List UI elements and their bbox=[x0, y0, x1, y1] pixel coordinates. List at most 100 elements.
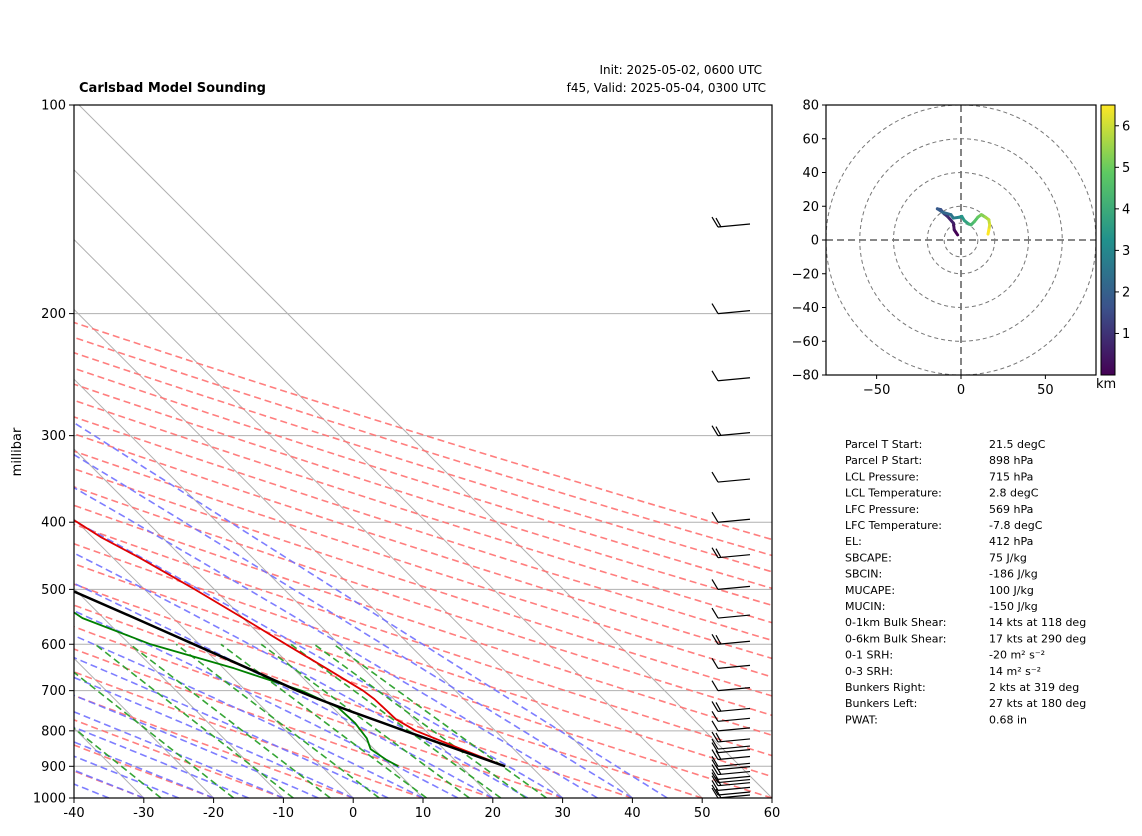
param-value: 17 kts at 290 deg bbox=[989, 632, 1086, 645]
dry-adiabat bbox=[74, 648, 494, 798]
wind-barb bbox=[717, 775, 751, 780]
moist-adiabat bbox=[74, 519, 563, 798]
isotherm bbox=[74, 657, 214, 798]
hodo-x-tick-label: −50 bbox=[863, 383, 890, 398]
param-value: -7.8 degC bbox=[989, 519, 1043, 532]
wind-barb-flag bbox=[711, 720, 719, 732]
mixing-ratio-line bbox=[129, 643, 331, 798]
y-tick-label: 700 bbox=[41, 684, 66, 699]
x-tick-label: 30 bbox=[554, 806, 571, 821]
parameter-table: Parcel T Start: 21.5 degC Parcel P Start: 8… bbox=[845, 438, 1086, 726]
wind-barb-flag bbox=[711, 772, 719, 783]
param-label: LFC Temperature: bbox=[845, 519, 942, 532]
param-value: 715 hPa bbox=[989, 470, 1033, 483]
plot-area bbox=[74, 105, 772, 798]
wind-barb bbox=[717, 727, 751, 732]
hodo-y-tick-label: −40 bbox=[792, 301, 819, 316]
wind-barb bbox=[717, 749, 751, 754]
dry-adiabat bbox=[74, 523, 772, 757]
wind-barb-flag bbox=[711, 471, 719, 483]
param-label: 0-1km Bulk Shear: bbox=[845, 616, 947, 629]
y-tick-label: 100 bbox=[41, 99, 66, 114]
isotherm bbox=[74, 308, 563, 798]
wind-barb-flag bbox=[711, 755, 719, 767]
param-value: 2 kts at 319 deg bbox=[989, 681, 1079, 694]
param-value: 75 J/kg bbox=[989, 551, 1027, 564]
colorbar-tick-label: 6 bbox=[1122, 119, 1130, 134]
wind-barb-flag bbox=[711, 749, 719, 760]
param-value: -150 J/kg bbox=[989, 600, 1038, 613]
wind-barb bbox=[717, 664, 751, 669]
wind-barb-flag bbox=[711, 701, 719, 712]
param-label: 0-1 SRH: bbox=[845, 649, 893, 662]
moist-adiabat bbox=[74, 453, 633, 798]
param-label: 0-3 SRH: bbox=[845, 665, 893, 678]
y-tick-label: 900 bbox=[41, 760, 66, 775]
wind-barb-flag bbox=[711, 216, 719, 228]
hodo-y-tick-label: −60 bbox=[792, 335, 819, 350]
wind-barb-flag bbox=[711, 658, 719, 669]
x-tick-label: -20 bbox=[203, 806, 224, 821]
y-tick-label: 800 bbox=[41, 724, 66, 739]
isotherm bbox=[74, 378, 494, 798]
wind-barb-flag bbox=[711, 784, 719, 796]
wind-barb-flag bbox=[711, 579, 719, 590]
mixing-ratio-line bbox=[333, 643, 547, 798]
wind-barb bbox=[717, 782, 751, 787]
param-value: 21.5 degC bbox=[989, 438, 1046, 451]
dewpoint-profile bbox=[74, 611, 399, 768]
x-tick-label: 20 bbox=[485, 806, 502, 821]
moist-adiabat bbox=[74, 552, 529, 798]
wind-barb-flag bbox=[715, 548, 722, 558]
wind-barb-flag bbox=[715, 702, 722, 712]
param-value: -186 J/kg bbox=[989, 568, 1038, 581]
wind-barb-flag bbox=[711, 742, 719, 753]
wind-barb bbox=[717, 432, 751, 437]
hodograph-ring bbox=[943, 222, 979, 258]
wind-barb bbox=[717, 585, 751, 590]
x-tick-label: 50 bbox=[694, 806, 711, 821]
wind-barb-flag bbox=[711, 775, 719, 787]
param-label: Parcel P Start: bbox=[845, 454, 922, 467]
colorbar-tick-label: 2 bbox=[1122, 285, 1130, 300]
mixing-ratio-line bbox=[74, 727, 162, 798]
wind-barb bbox=[717, 518, 751, 523]
hodo-x-tick-label: 50 bbox=[1037, 383, 1054, 398]
param-value: 569 hPa bbox=[989, 503, 1033, 516]
wind-barb bbox=[717, 554, 751, 559]
wind-barb-flag bbox=[715, 634, 722, 645]
dry-adiabat bbox=[74, 336, 772, 557]
y-tick-label: 600 bbox=[41, 638, 66, 653]
wind-barb bbox=[717, 687, 751, 692]
colorbar-label: km bbox=[1096, 377, 1116, 392]
dry-adiabat bbox=[74, 450, 772, 678]
dry-adiabat bbox=[74, 321, 772, 541]
valid-time: f45, Valid: 2025-05-04, 0300 UTC bbox=[567, 81, 766, 95]
isotherm bbox=[74, 518, 354, 798]
moist-adiabat bbox=[74, 634, 424, 798]
wind-barb-flag bbox=[715, 788, 722, 799]
wind-barb bbox=[717, 745, 751, 750]
y-tick-label: 200 bbox=[41, 307, 66, 322]
y-tick-label: 300 bbox=[41, 429, 66, 444]
wind-barb-flag bbox=[711, 780, 719, 791]
hodograph-trace bbox=[986, 228, 991, 236]
isotherm bbox=[74, 169, 703, 798]
hodo-y-tick-label: 60 bbox=[802, 132, 819, 147]
wind-barb-flag bbox=[711, 547, 719, 558]
param-label: Bunkers Right: bbox=[845, 681, 926, 694]
dry-adiabat bbox=[74, 485, 772, 717]
mixing-ratio-line bbox=[313, 643, 527, 798]
wind-barb bbox=[717, 377, 751, 382]
parcel-path bbox=[74, 590, 506, 768]
moist-adiabat bbox=[74, 656, 389, 798]
hodo-y-tick-label: 80 bbox=[802, 99, 819, 114]
dry-adiabat bbox=[74, 367, 772, 590]
wind-barb-flag bbox=[711, 769, 719, 780]
dry-adiabat bbox=[74, 542, 772, 778]
hodo-y-tick-label: 0 bbox=[811, 234, 819, 249]
wind-barb bbox=[717, 778, 751, 784]
y-tick-label: 500 bbox=[41, 583, 66, 598]
